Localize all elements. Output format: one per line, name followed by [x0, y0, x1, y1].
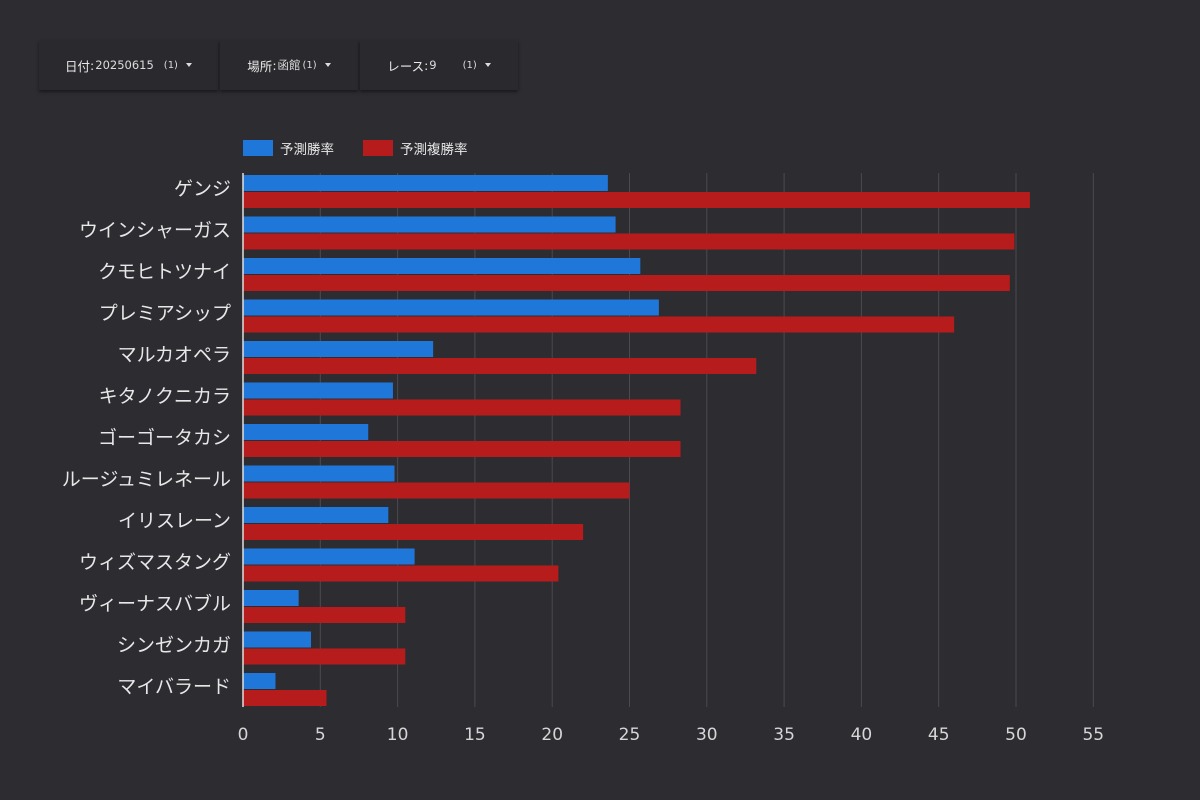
date-filter-label: 日付 — [65, 58, 91, 74]
category-label: プレミアシップ — [99, 303, 231, 325]
legend-label-place-rate: 予測複勝率 — [400, 141, 468, 158]
date-filter-dropdown-icon — [185, 63, 192, 67]
category-label: ヴィーナスバブル — [79, 592, 231, 615]
place-rate-bar[interactable] — [243, 358, 757, 374]
x-tick-label: 10 — [387, 725, 409, 745]
race-filter-count: (1) — [462, 59, 477, 71]
date-filter-count: (1) — [163, 59, 178, 71]
place-rate-bar[interactable] — [243, 399, 681, 416]
category-label: ゲンジ — [174, 178, 231, 200]
category-label: ルージュミレネール — [62, 469, 231, 491]
place-rate-bar[interactable] — [243, 648, 406, 665]
place-rate-bar[interactable] — [243, 316, 955, 333]
legend-swatch-place-rate — [363, 140, 393, 156]
win-rate-bar[interactable] — [243, 673, 276, 689]
race-filter-value: 9 — [429, 58, 437, 72]
x-tick-label: 25 — [619, 725, 641, 745]
place-rate-bar[interactable] — [243, 233, 1015, 250]
x-tick-label: 5 — [315, 725, 326, 745]
legend-label-win-rate: 予測勝率 — [280, 141, 334, 158]
category-label: キタノクニカラ — [99, 386, 231, 408]
race-filter-label: レース — [387, 58, 425, 74]
win-rate-bar[interactable] — [243, 424, 369, 440]
category-label: マイバラード — [117, 676, 231, 698]
win-rate-bar[interactable] — [243, 465, 395, 482]
category-label: ウインシャーガス — [79, 220, 231, 242]
category-label: ウィズマスタング — [79, 552, 231, 574]
win-rate-bar[interactable] — [243, 216, 616, 233]
venue-filter-count: (1) — [302, 59, 317, 71]
venue-filter-value: 函館 — [277, 58, 301, 72]
place-rate-bar[interactable] — [243, 565, 559, 582]
place-rate-bar[interactable] — [243, 607, 406, 623]
x-tick-label: 30 — [696, 725, 718, 745]
filter-bar: 日付: 20250615 (1) 場所: 函館 (1) レース: 9 (1) — [39, 40, 520, 90]
win-rate-bar[interactable] — [243, 382, 393, 399]
place-rate-bar[interactable] — [243, 275, 1010, 291]
category-label: ゴーゴータカシ — [98, 427, 231, 449]
win-rate-bar[interactable] — [243, 258, 641, 274]
x-tick-label: 55 — [1082, 725, 1104, 745]
x-tick-label: 50 — [1005, 725, 1027, 745]
win-rate-bar[interactable] — [243, 507, 389, 523]
category-label: シンゼンカガ — [117, 635, 231, 657]
race-filter-dropdown-icon — [484, 63, 491, 67]
place-rate-bar[interactable] — [243, 192, 1030, 208]
x-tick-label: 45 — [928, 725, 950, 745]
win-rate-bar[interactable] — [243, 299, 659, 316]
venue-filter-label: 場所 — [247, 58, 273, 74]
venue-filter-dropdown-icon — [324, 63, 331, 67]
x-tick-label: 40 — [851, 725, 873, 745]
win-rate-bar[interactable] — [243, 590, 299, 606]
category-label: クモヒトツナイ — [98, 261, 231, 283]
win-rate-bar[interactable] — [243, 175, 608, 191]
x-tick-label: 35 — [773, 725, 795, 745]
place-rate-bar[interactable] — [243, 690, 327, 706]
legend-swatch-win-rate — [243, 140, 273, 156]
date-filter-value: 20250615 — [95, 58, 154, 72]
place-rate-bar[interactable] — [243, 524, 584, 540]
win-rate-bar[interactable] — [243, 548, 415, 565]
place-rate-bar[interactable] — [243, 482, 630, 499]
date-filter[interactable]: 日付: 20250615 (1) — [39, 40, 218, 90]
category-label: マルカオペラ — [118, 344, 231, 366]
x-tick-label: 15 — [464, 725, 486, 745]
category-label: イリスレーン — [118, 510, 231, 532]
venue-filter[interactable]: 場所: 函館 (1) — [220, 40, 358, 90]
x-tick-label: 20 — [541, 725, 563, 745]
x-tick-label: 0 — [238, 725, 249, 745]
win-rate-bar[interactable] — [243, 631, 312, 648]
race-filter[interactable]: レース: 9 (1) — [360, 40, 518, 90]
place-rate-bar[interactable] — [243, 441, 681, 457]
win-rate-bar[interactable] — [243, 341, 434, 357]
